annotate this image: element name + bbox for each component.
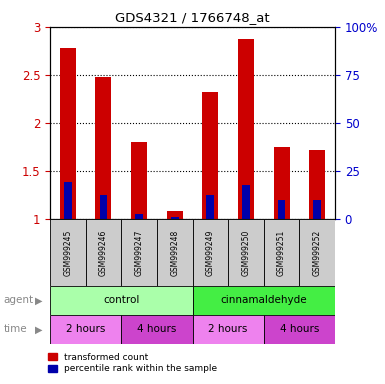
Text: GSM999251: GSM999251 [277,229,286,276]
Text: GSM999250: GSM999250 [241,229,250,276]
Bar [300,219,335,286]
Bar [50,315,121,344]
Text: 2 hours: 2 hours [208,324,248,334]
Text: 4 hours: 4 hours [137,324,177,334]
Text: GSM999252: GSM999252 [313,229,321,276]
Text: GSM999248: GSM999248 [170,229,179,276]
Bar [313,200,321,219]
Bar [278,200,285,219]
Bar [95,77,112,219]
Bar [206,195,214,219]
Text: time: time [4,324,27,334]
Bar [171,217,179,219]
Text: 4 hours: 4 hours [280,324,319,334]
Text: agent: agent [4,295,34,306]
Text: GSM999247: GSM999247 [135,229,144,276]
Bar [64,182,72,219]
Bar [157,219,192,286]
Title: GDS4321 / 1766748_at: GDS4321 / 1766748_at [115,11,270,24]
Bar [192,315,264,344]
Bar [50,286,192,315]
Bar [121,315,192,344]
Text: ▶: ▶ [35,324,42,334]
Bar [242,185,250,219]
Bar [264,315,335,344]
Bar [121,219,157,286]
Bar [309,150,325,219]
Bar [228,219,264,286]
Text: ▶: ▶ [35,295,42,306]
Bar [273,147,290,219]
Bar [202,92,218,219]
Text: GSM999249: GSM999249 [206,229,215,276]
Bar [238,40,254,219]
Bar [192,219,228,286]
Text: GSM999245: GSM999245 [64,229,72,276]
Text: cinnamaldehyde: cinnamaldehyde [220,295,307,306]
Text: control: control [103,295,139,306]
Text: GSM999246: GSM999246 [99,229,108,276]
Text: 2 hours: 2 hours [66,324,105,334]
Legend: transformed count, percentile rank within the sample: transformed count, percentile rank withi… [47,352,218,374]
Bar [264,219,300,286]
Bar [100,195,107,219]
Bar [135,214,143,219]
Bar [167,211,183,219]
Bar [50,219,85,286]
Bar [85,219,121,286]
Bar [192,286,335,315]
Bar [60,48,76,219]
Bar [131,142,147,219]
